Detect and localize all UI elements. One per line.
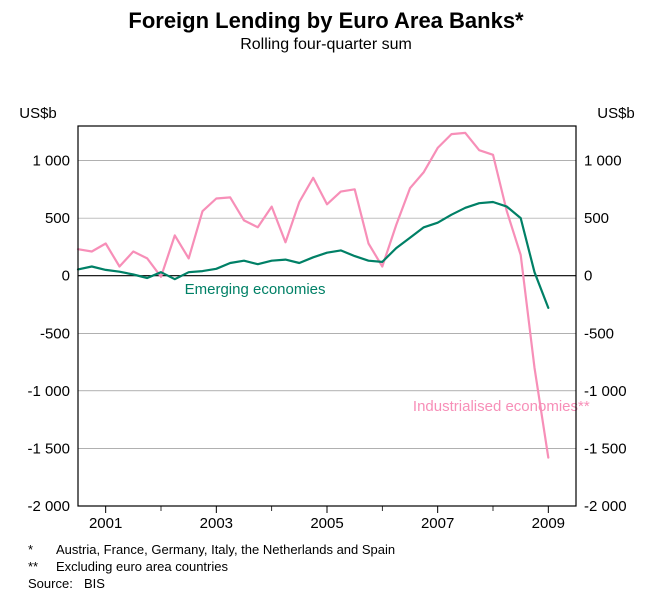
svg-text:2005: 2005 bbox=[310, 515, 343, 532]
svg-text:-1 000: -1 000 bbox=[584, 383, 627, 400]
svg-text:-1 000: -1 000 bbox=[27, 383, 70, 400]
svg-text:500: 500 bbox=[45, 210, 70, 227]
chart-svg: -2 000 -2 000 -1 500 -1 500 -1 000 -1 000 -500… bbox=[0, 58, 652, 536]
source-line: Source: BIS bbox=[28, 576, 632, 593]
svg-text:2009: 2009 bbox=[532, 515, 565, 532]
svg-text:0: 0 bbox=[584, 268, 592, 285]
svg-text:Emerging economies: Emerging economies bbox=[185, 281, 326, 298]
plot-area: -2 000 -2 000 -1 500 -1 500 -1 000 -1 000 -500… bbox=[0, 58, 652, 536]
svg-text:1 000: 1 000 bbox=[584, 153, 622, 170]
svg-text:-1 500: -1 500 bbox=[584, 440, 627, 457]
svg-text:US$b: US$b bbox=[19, 105, 57, 122]
svg-text:Industrialised economies**: Industrialised economies** bbox=[413, 398, 590, 415]
footnote-2-mark: ** bbox=[28, 559, 56, 576]
source-text: BIS bbox=[84, 576, 105, 593]
svg-text:500: 500 bbox=[584, 210, 609, 227]
svg-text:2007: 2007 bbox=[421, 515, 454, 532]
source-label: Source: bbox=[28, 576, 84, 593]
footnotes: * Austria, France, Germany, Italy, the N… bbox=[0, 542, 652, 593]
svg-text:-2 000: -2 000 bbox=[584, 498, 627, 515]
footnote-1-text: Austria, France, Germany, Italy, the Net… bbox=[56, 542, 395, 559]
svg-text:2003: 2003 bbox=[200, 515, 233, 532]
svg-text:0: 0 bbox=[62, 268, 70, 285]
footnote-2-text: Excluding euro area countries bbox=[56, 559, 228, 576]
svg-text:1 000: 1 000 bbox=[32, 153, 70, 170]
chart-subtitle: Rolling four-quarter sum bbox=[0, 36, 652, 54]
svg-text:-2 000: -2 000 bbox=[27, 498, 70, 515]
svg-text:2001: 2001 bbox=[89, 515, 122, 532]
footnote-2: ** Excluding euro area countries bbox=[28, 559, 632, 576]
chart-title: Foreign Lending by Euro Area Banks* bbox=[0, 0, 652, 34]
svg-text:-1 500: -1 500 bbox=[27, 440, 70, 457]
svg-text:US$b: US$b bbox=[597, 105, 635, 122]
footnote-1: * Austria, France, Germany, Italy, the N… bbox=[28, 542, 632, 559]
footnote-1-mark: * bbox=[28, 542, 56, 559]
svg-text:-500: -500 bbox=[584, 325, 614, 342]
svg-text:-500: -500 bbox=[40, 325, 70, 342]
chart-container: Foreign Lending by Euro Area Banks* Roll… bbox=[0, 0, 652, 546]
